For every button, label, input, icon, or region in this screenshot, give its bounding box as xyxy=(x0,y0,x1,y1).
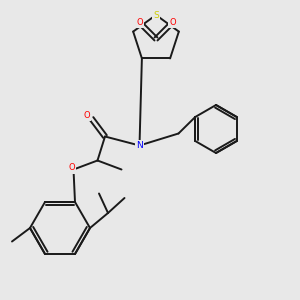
Text: O: O xyxy=(136,18,143,27)
Text: O: O xyxy=(169,18,176,27)
Text: S: S xyxy=(153,11,159,20)
Text: O: O xyxy=(84,111,90,120)
Text: O: O xyxy=(69,164,75,172)
Text: N: N xyxy=(136,141,143,150)
